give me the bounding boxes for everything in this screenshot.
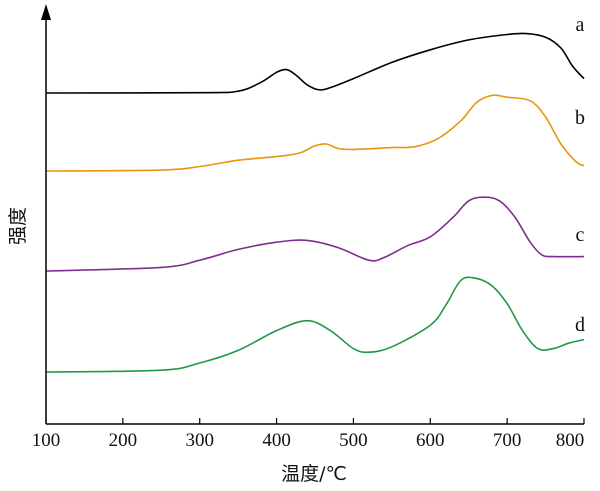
series-line-a [45, 32, 585, 94]
axes-layer [41, 4, 584, 425]
series-label-d: d [575, 314, 585, 336]
x-tick-label: 600 [416, 430, 445, 451]
x-tick-label: 400 [262, 430, 291, 451]
x-ticks-layer: 100 200 300 400 500 600 700 800 [32, 418, 585, 451]
y-axis-title: 强度 [7, 207, 29, 245]
series-line-c [45, 196, 585, 272]
x-axis-title: 温度/℃ [281, 463, 347, 485]
series-labels-layer: a b c d [575, 14, 585, 336]
series-line-b [45, 94, 585, 172]
x-tick-label: 500 [339, 430, 368, 451]
x-tick-label: 200 [109, 430, 138, 451]
y-axis-arrow [41, 4, 51, 20]
series-label-c: c [576, 224, 585, 246]
series-line-d [45, 276, 585, 373]
series-label-b: b [575, 107, 585, 129]
x-tick-label: 700 [493, 430, 522, 451]
x-tick-label: 300 [185, 430, 214, 451]
series-label-a: a [576, 14, 585, 36]
x-tick-label: 100 [32, 430, 61, 451]
series-layer [45, 32, 585, 373]
x-tick-label: 800 [556, 430, 585, 451]
